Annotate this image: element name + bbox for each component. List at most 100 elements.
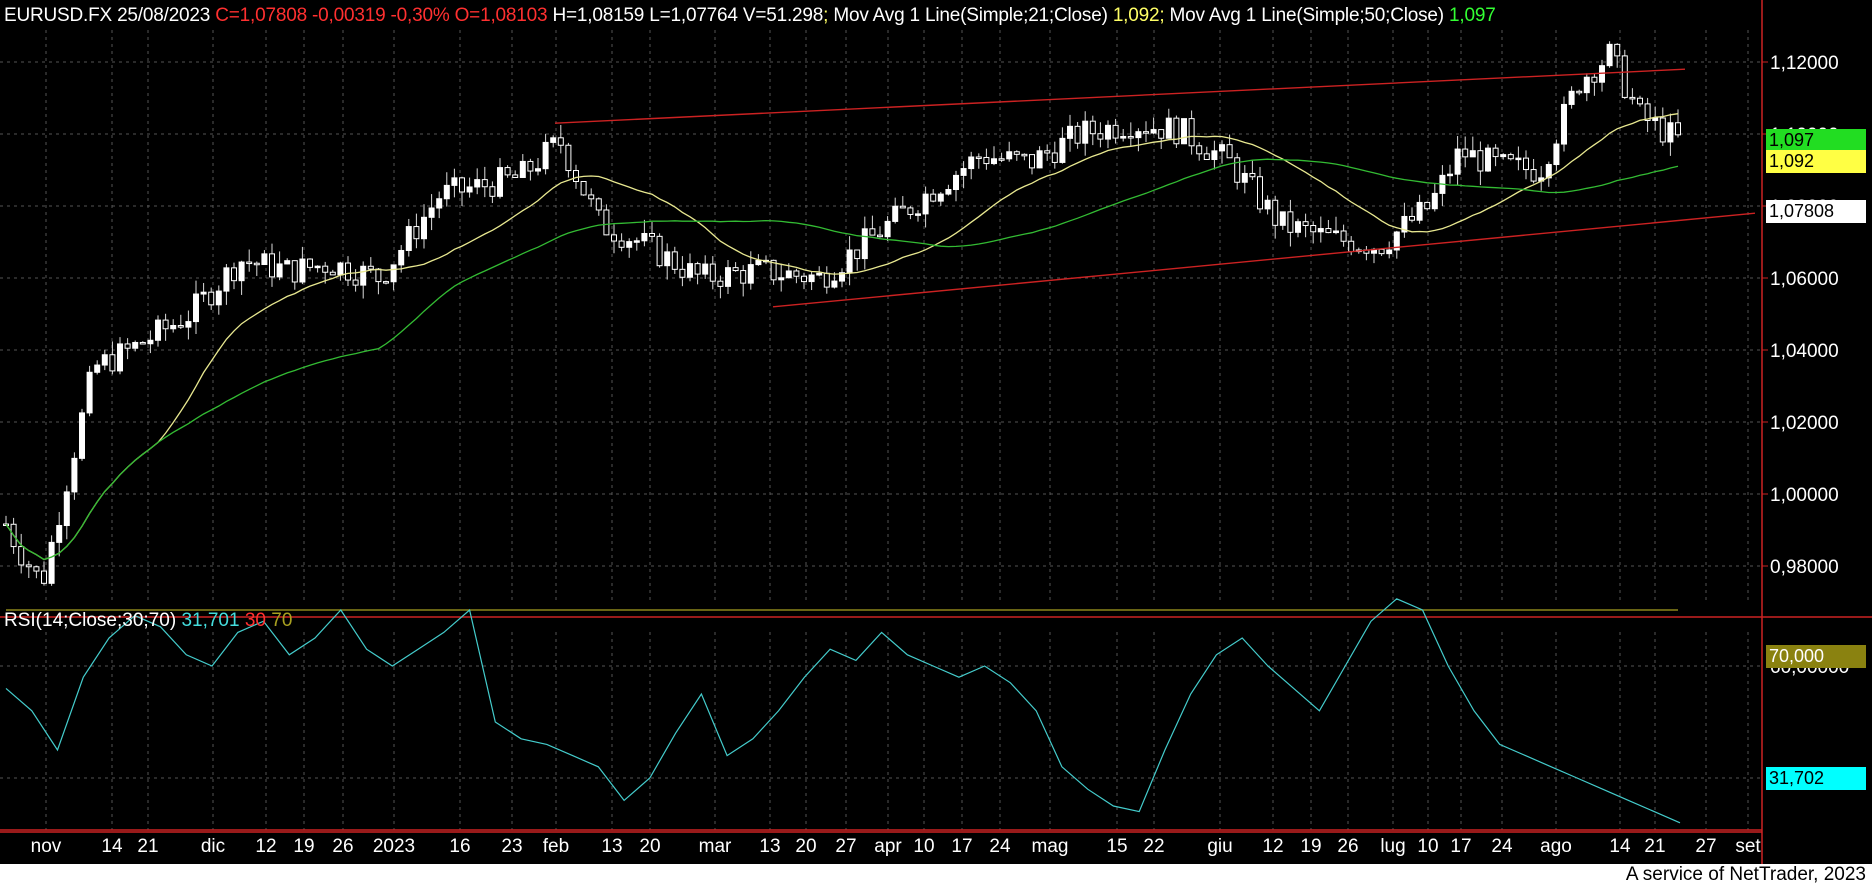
candle-body	[421, 216, 427, 240]
candle-body	[1644, 103, 1651, 122]
ma21-line	[5, 113, 1679, 561]
candle-body	[892, 205, 899, 222]
time-tick-label: 14	[101, 836, 123, 857]
candle-body	[1462, 148, 1469, 158]
rsi-low-level: 30	[244, 610, 266, 631]
last-price-tag: 1,07808	[1766, 200, 1866, 223]
candle-body	[679, 268, 686, 278]
candle-body	[975, 156, 982, 159]
candle-body	[1317, 228, 1324, 233]
candle-body	[1500, 154, 1507, 158]
candle-body	[18, 546, 25, 566]
footer-band	[0, 864, 1872, 888]
rsi-high-level: 70	[271, 610, 293, 631]
candles	[3, 41, 1681, 586]
candle-body	[147, 339, 154, 345]
candle-body	[1279, 211, 1286, 226]
candle-body	[208, 291, 215, 306]
candle-body	[649, 232, 655, 237]
candle-body	[1348, 240, 1355, 253]
candle-body	[1150, 129, 1157, 134]
candle-body	[215, 290, 222, 306]
ma21-value: 1,092	[1112, 5, 1160, 26]
time-tick-label: set	[1735, 836, 1761, 857]
candle-body	[1165, 117, 1172, 139]
rsi-line	[5, 598, 1681, 824]
candle-body	[1112, 124, 1119, 139]
rsi-value: 31,701	[181, 610, 240, 631]
candle-body	[550, 137, 557, 143]
candle-body	[1158, 129, 1165, 139]
candle-body	[1127, 135, 1134, 139]
separator: ;	[823, 5, 829, 26]
price-tick-label: 1,04000	[1770, 341, 1839, 362]
time-tick-label: ago	[1540, 836, 1572, 857]
candle-body	[937, 193, 944, 202]
candle-body	[611, 234, 617, 242]
candle-body	[352, 279, 359, 286]
time-tick-label: 27	[1695, 836, 1716, 857]
candle-body	[1249, 172, 1256, 178]
candle-body	[1568, 90, 1575, 105]
candle-body	[1401, 215, 1408, 233]
candle-body	[1302, 221, 1309, 227]
candle-body	[322, 265, 329, 273]
candle-body	[1485, 147, 1491, 172]
candle-body	[1074, 125, 1081, 144]
candle-body	[1181, 118, 1187, 145]
time-tick-label: 21	[137, 836, 158, 857]
candle-body	[94, 364, 101, 373]
candle-body	[1416, 201, 1423, 221]
candle-body	[390, 264, 397, 283]
candle-body	[1637, 97, 1643, 105]
candle-body	[124, 343, 131, 349]
time-tick-label: 24	[989, 836, 1011, 857]
candle-body	[451, 177, 458, 186]
candle-body	[899, 205, 906, 209]
candle-body	[1219, 144, 1225, 152]
candle-body	[1393, 231, 1400, 251]
candle-body	[618, 240, 625, 248]
candle-body	[595, 198, 602, 211]
candle-body	[884, 220, 891, 238]
ma21-label: Mov Avg 1 Line(Simple;21;Close)	[833, 5, 1108, 26]
time-tick-label: 19	[1300, 836, 1321, 857]
symbol-label: EURUSD.FX 25/08/2023	[4, 5, 211, 26]
trendline	[554, 68, 1686, 124]
candle-body	[953, 174, 959, 191]
candle-body	[284, 260, 291, 265]
candle-body	[907, 207, 914, 215]
candle-body	[519, 160, 526, 178]
hlv-label: H=1,08159 L=1,07764 V=51.298	[552, 5, 824, 26]
separator: ;	[1159, 5, 1165, 26]
candle-body	[1545, 164, 1552, 179]
candle-body	[877, 234, 883, 238]
candle-body	[671, 251, 678, 270]
time-tick-label: 10	[913, 836, 934, 857]
candle-body	[1051, 152, 1058, 163]
candle-body	[329, 271, 336, 276]
candle-body	[1507, 154, 1514, 160]
candle-body	[1226, 144, 1233, 159]
candle-body	[170, 324, 177, 330]
candle-body	[428, 207, 435, 218]
candle-body	[474, 179, 481, 188]
candle-body	[717, 280, 724, 287]
candle-body	[1059, 137, 1066, 163]
candle-body	[831, 280, 838, 288]
candle-body	[1591, 76, 1598, 83]
candle-body	[527, 160, 534, 172]
candle-body	[1515, 157, 1522, 161]
candle-body	[709, 263, 716, 282]
time-tick-label: 26	[1337, 836, 1358, 857]
time-tick-label: apr	[874, 836, 902, 857]
candle-body	[162, 319, 169, 330]
time-tick-label: 2023	[373, 836, 415, 857]
price-tick-label: 1,00000	[1770, 485, 1839, 506]
candle-body	[1340, 230, 1347, 242]
candle-body	[383, 281, 389, 284]
candle-body	[1006, 151, 1013, 160]
candle-body	[1553, 143, 1560, 166]
candle-body	[1044, 150, 1051, 154]
